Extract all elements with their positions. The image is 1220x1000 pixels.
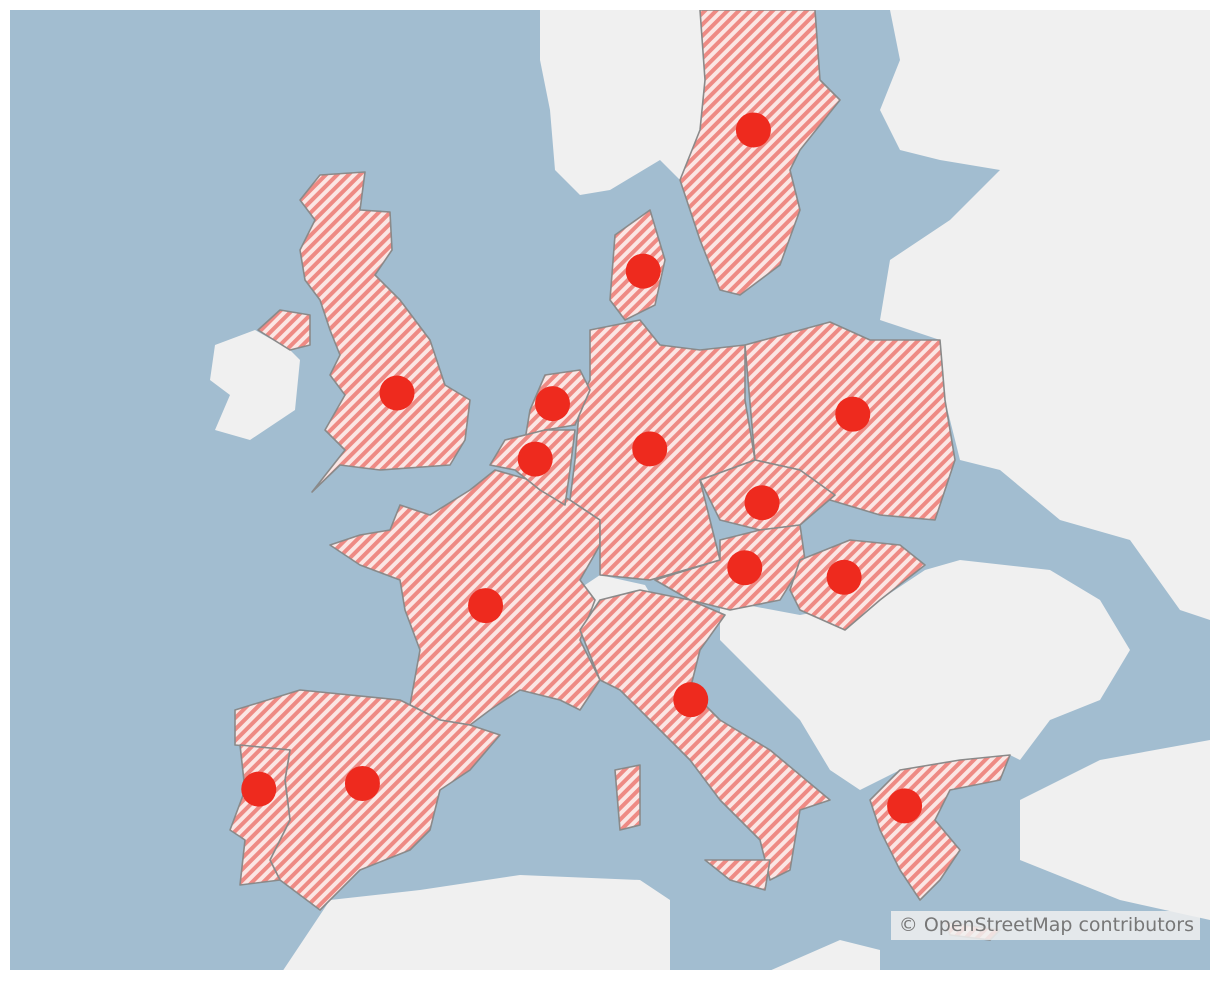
map-marker[interactable] [625,253,661,289]
country-great-britain[interactable] [299,171,471,493]
land-turkey [1020,740,1210,920]
map-marker[interactable] [673,682,709,718]
country-italy-sardinia[interactable] [614,764,641,831]
land-east [880,10,1210,620]
map-marker[interactable] [826,559,862,595]
map-marker[interactable] [735,112,771,148]
map-marker[interactable] [835,396,871,432]
country-italy[interactable] [579,589,831,881]
land-africa [283,875,670,970]
map-marker[interactable] [632,431,668,467]
marker-layer [241,112,923,824]
land-africa-east [771,940,880,970]
attribution[interactable]: © OpenStreetMap contributors [890,911,1200,940]
land-ireland [210,330,300,440]
map-marker[interactable] [379,375,415,411]
land-norway [540,10,705,195]
land-layer [210,10,1210,970]
map-marker[interactable] [744,485,780,521]
map-marker[interactable] [727,550,763,586]
map-marker[interactable] [241,771,277,807]
map-marker[interactable] [887,788,923,824]
map-marker[interactable] [344,765,380,801]
country-sweden[interactable] [679,10,841,296]
map-marker[interactable] [517,441,553,477]
map-marker[interactable] [535,386,571,422]
map-marker[interactable] [468,588,504,624]
map-svg [10,10,1210,970]
map-canvas[interactable]: © OpenStreetMap contributors [10,10,1210,970]
country-northern-ireland[interactable] [257,309,311,351]
country-italy-sicily[interactable] [704,859,771,891]
